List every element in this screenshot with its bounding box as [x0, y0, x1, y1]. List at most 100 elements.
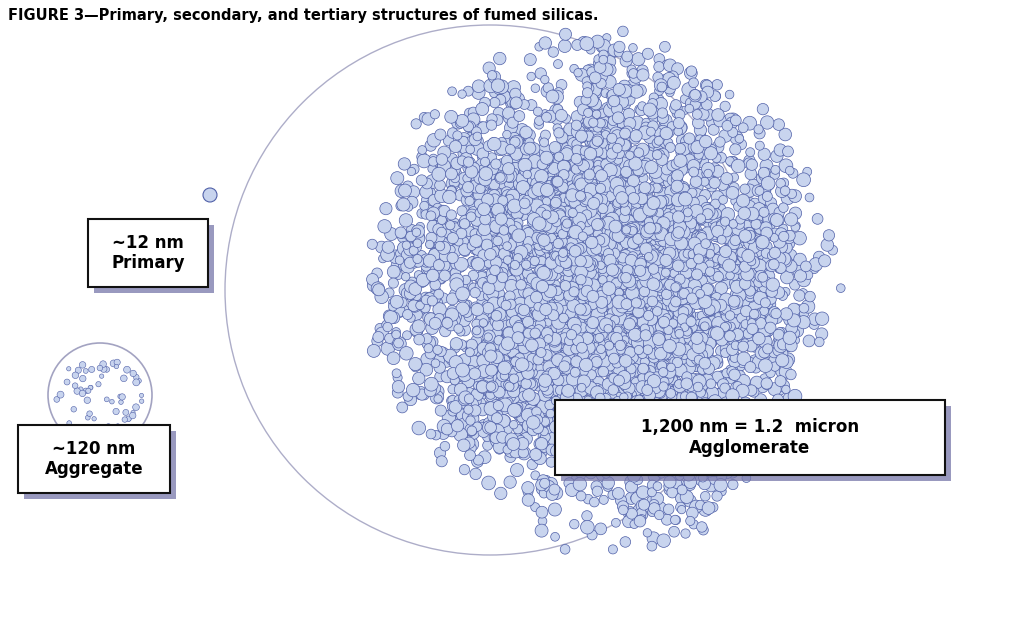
Point [540, 171, 556, 181]
Point [370, 284, 386, 294]
Point [641, 304, 657, 314]
Point [662, 281, 678, 291]
Point [678, 344, 694, 354]
Point [644, 496, 660, 506]
Point [479, 291, 496, 301]
Point [680, 294, 696, 304]
Point [403, 198, 420, 208]
Point [537, 269, 553, 279]
Point [443, 169, 460, 179]
Point [529, 423, 546, 433]
Point [413, 251, 429, 261]
Point [473, 289, 489, 299]
Point [654, 127, 671, 137]
Point [605, 332, 622, 342]
Point [662, 367, 678, 377]
Point [594, 246, 610, 256]
Point [771, 237, 787, 247]
Point [623, 273, 639, 283]
Point [534, 480, 550, 490]
Point [494, 214, 510, 224]
Point [640, 243, 656, 253]
Point [528, 321, 545, 331]
Point [618, 225, 635, 235]
Point [485, 88, 502, 98]
Point [494, 264, 510, 274]
Point [729, 282, 745, 292]
Point [722, 325, 738, 335]
Point [669, 174, 685, 184]
Point [524, 187, 541, 197]
Point [497, 298, 513, 308]
Point [498, 368, 514, 378]
Point [733, 419, 750, 429]
Point [702, 256, 719, 266]
Point [637, 405, 653, 415]
Point [567, 210, 584, 220]
Point [526, 344, 543, 354]
Point [575, 237, 592, 247]
Point [458, 242, 474, 252]
FancyBboxPatch shape [18, 425, 170, 493]
Point [775, 178, 792, 188]
Point [614, 190, 631, 200]
Point [586, 184, 602, 194]
Point [529, 247, 546, 257]
Point [671, 456, 687, 466]
Point [681, 412, 697, 422]
Point [509, 240, 525, 250]
Point [462, 348, 478, 358]
Point [455, 141, 471, 151]
Point [723, 254, 739, 264]
Point [642, 223, 658, 233]
Point [692, 198, 709, 208]
Point [590, 165, 606, 175]
Point [672, 471, 688, 481]
Point [577, 146, 593, 156]
Point [402, 289, 419, 299]
Point [634, 501, 650, 511]
Point [427, 358, 443, 368]
Point [535, 391, 551, 401]
Point [595, 204, 611, 214]
Point [521, 143, 538, 153]
Point [551, 434, 567, 444]
Point [662, 481, 678, 491]
Point [662, 61, 678, 71]
Point [468, 236, 484, 246]
Point [524, 143, 541, 153]
Point [515, 355, 531, 365]
Point [608, 366, 625, 376]
Point [676, 418, 692, 428]
Point [431, 260, 447, 270]
Point [609, 326, 626, 336]
Point [792, 291, 808, 301]
Point [627, 343, 643, 353]
Point [581, 218, 597, 228]
Point [575, 426, 592, 436]
Point [671, 326, 687, 336]
Point [654, 461, 671, 471]
Point [534, 438, 550, 448]
Point [585, 312, 601, 322]
Point [578, 304, 594, 314]
Point [569, 40, 586, 50]
Point [587, 128, 603, 138]
Point [439, 318, 456, 328]
Point [456, 315, 472, 325]
Point [581, 118, 597, 128]
Point [723, 246, 739, 256]
Point [587, 85, 603, 95]
Point [551, 291, 567, 301]
Point [577, 127, 593, 138]
Point [599, 263, 615, 273]
Point [496, 302, 512, 312]
Point [627, 351, 643, 361]
Point [475, 259, 492, 269]
Point [548, 377, 564, 387]
Point [437, 251, 454, 261]
Point [721, 306, 737, 316]
Point [726, 173, 742, 182]
Point [378, 320, 394, 330]
Point [493, 326, 509, 336]
